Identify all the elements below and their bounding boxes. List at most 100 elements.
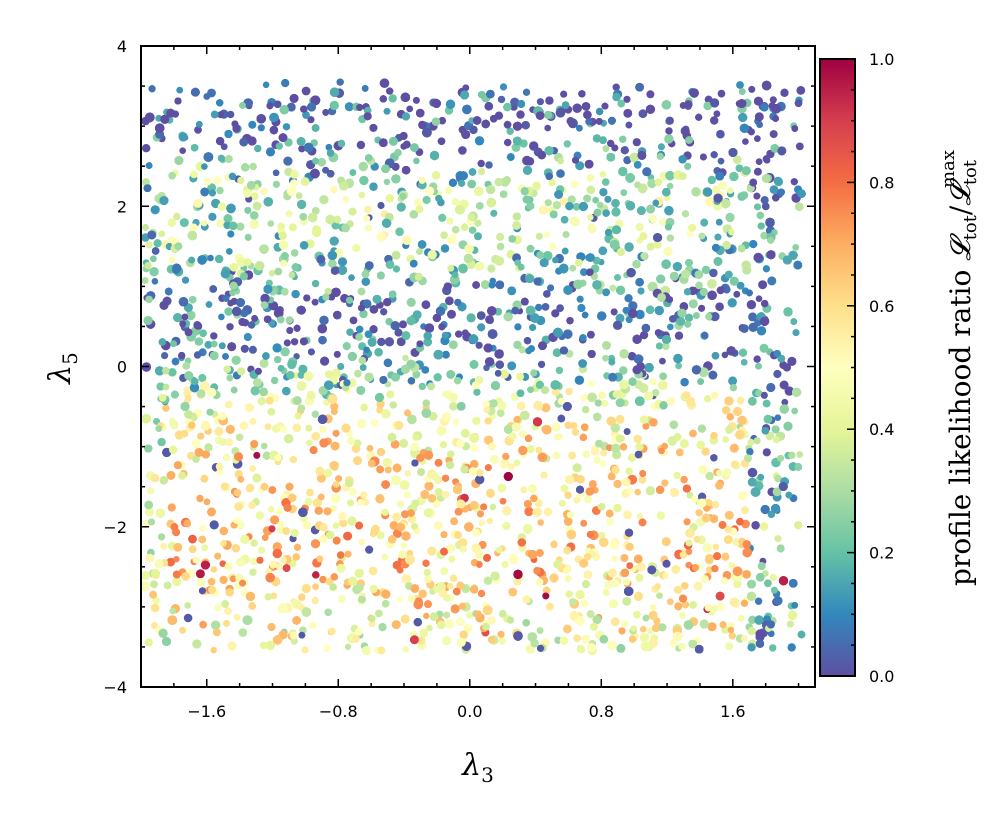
scatter-point [417, 468, 425, 477]
scatter-point [316, 473, 326, 483]
scatter-point [746, 300, 757, 310]
scatter-point [331, 368, 341, 378]
scatter-point [649, 378, 657, 386]
scatter-point [472, 528, 481, 537]
scatter-point [598, 391, 607, 400]
scatter-point [592, 412, 602, 422]
scatter-point [513, 577, 522, 586]
scatter-point [341, 423, 351, 433]
scatter-point [365, 224, 372, 232]
scatter-point [774, 414, 782, 422]
scatter-point [632, 138, 641, 147]
scatter-point [282, 123, 291, 131]
scatter-point [612, 83, 620, 91]
scatter-point [522, 595, 531, 604]
scatter-point [705, 566, 714, 574]
scatter-point [486, 517, 494, 525]
scatter-point [441, 350, 450, 359]
scatter-point [248, 120, 257, 129]
scatter-point [788, 451, 796, 459]
scatter-point [712, 185, 721, 194]
scatter-point [578, 359, 587, 368]
scatter-point [317, 323, 328, 334]
scatter-point [185, 310, 196, 321]
scatter-point [689, 429, 697, 438]
scatter-point [298, 145, 306, 153]
scatter-point [466, 611, 473, 619]
scatter-point [674, 331, 684, 340]
scatter-point [639, 625, 647, 633]
scatter-point [150, 205, 160, 215]
scatter-point [587, 214, 594, 221]
scatter-point [173, 556, 180, 563]
scatter-point [544, 199, 552, 207]
scatter-point [284, 138, 293, 147]
scatter-point [217, 111, 225, 119]
scatter-point [390, 321, 400, 331]
scatter-point [199, 524, 207, 532]
scatter-point [659, 218, 666, 226]
scatter-point [701, 265, 711, 275]
scatter-point [210, 566, 218, 573]
scatter-point [297, 371, 305, 379]
scatter-point [696, 440, 705, 450]
scatter-point [406, 105, 414, 113]
scatter-point [383, 178, 391, 186]
scatter-point [271, 376, 279, 385]
scatter-point [766, 382, 776, 393]
scatter-point [495, 546, 503, 554]
scatter-point [721, 351, 729, 359]
scatter-point [344, 643, 352, 650]
scatter-point [176, 86, 184, 94]
scatter-point [413, 157, 420, 165]
scatter-point [201, 544, 209, 552]
scatter-point [779, 361, 788, 370]
scatter-point [260, 442, 268, 450]
scatter-point [450, 604, 460, 614]
scatter-point [544, 124, 551, 132]
scatter-point [635, 309, 645, 320]
scatter-point [681, 601, 690, 609]
scatter-point [359, 175, 369, 186]
scatter-point [710, 391, 719, 400]
scatter-point [619, 135, 627, 143]
scatter-point [672, 261, 683, 272]
scatter-point [583, 194, 592, 203]
scatter-point [423, 612, 430, 620]
scatter-point [705, 554, 714, 563]
scatter-point [219, 575, 228, 585]
scatter-point [551, 422, 561, 432]
scatter-point [722, 436, 730, 443]
scatter-point [742, 138, 749, 145]
scatter-point [489, 503, 497, 511]
scatter-point [759, 343, 769, 353]
scatter-point [628, 635, 637, 643]
scatter-point [759, 522, 769, 531]
scatter-point [748, 615, 757, 624]
scatter-point [770, 586, 778, 594]
scatter-point [498, 637, 507, 645]
scatter-point [210, 620, 221, 630]
scatter-point [229, 262, 239, 272]
scatter-point [160, 542, 168, 550]
scatter-point [753, 355, 761, 363]
scatter-point [203, 93, 211, 100]
scatter-point [707, 622, 717, 632]
scatter-point [621, 620, 629, 628]
scatter-point [758, 280, 768, 290]
scatter-point [392, 265, 401, 273]
scatter-point [541, 403, 551, 413]
scatter-point [448, 340, 458, 350]
scatter-point [483, 553, 491, 562]
scatter-point [218, 313, 225, 321]
scatter-point [548, 242, 557, 251]
scatter-point [290, 338, 299, 346]
scatter-point [438, 116, 447, 125]
scatter-point [486, 488, 495, 498]
scatter-point [787, 356, 797, 366]
scatter-point [580, 268, 588, 276]
scatter-point [348, 207, 357, 216]
scatter-point [715, 302, 724, 312]
scatter-point [710, 116, 719, 125]
scatter-point [526, 201, 535, 210]
